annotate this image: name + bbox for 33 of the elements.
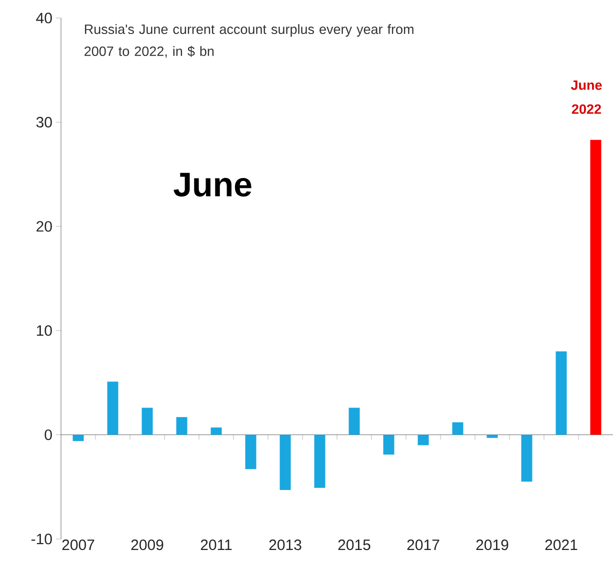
bar: [521, 434, 532, 482]
bar: [556, 351, 567, 435]
x-tick-label: 2021: [545, 540, 578, 550]
y-tick-label: -10: [31, 534, 52, 544]
bar: [452, 422, 464, 435]
bar: [348, 408, 360, 435]
bar: [383, 434, 394, 455]
y-tick-label: 10: [36, 325, 52, 336]
x-tick-label: 2015: [338, 540, 370, 550]
annotation: June: [174, 172, 252, 197]
x-tick-label: 2017: [407, 540, 440, 550]
bar: [245, 434, 256, 470]
bar: [418, 434, 429, 446]
x-tick-label: 2019: [476, 540, 508, 550]
bar: [590, 140, 602, 435]
y-tick-label: 20: [36, 221, 52, 232]
text: Russia's June current account surplus every year from 2007 to 2022, in $ bn: [84, 24, 414, 58]
bar: [142, 408, 153, 435]
annotation: June 2022: [570, 80, 602, 114]
bar: [314, 434, 326, 488]
y-tick-label: 0: [44, 429, 52, 440]
bar: [72, 434, 84, 442]
bar: [176, 417, 188, 435]
x-tick-label: 2009: [131, 540, 164, 550]
x-tick-label: 2007: [62, 540, 94, 550]
x-tick-label: 2011: [200, 540, 232, 550]
y-tick-label: 40: [36, 12, 52, 24]
bar: [107, 382, 118, 435]
bar: [210, 427, 222, 435]
bar: [486, 434, 498, 438]
bar: [280, 434, 291, 490]
x-tick-label: 2013: [269, 540, 302, 550]
y-tick-label: 30: [36, 116, 52, 128]
